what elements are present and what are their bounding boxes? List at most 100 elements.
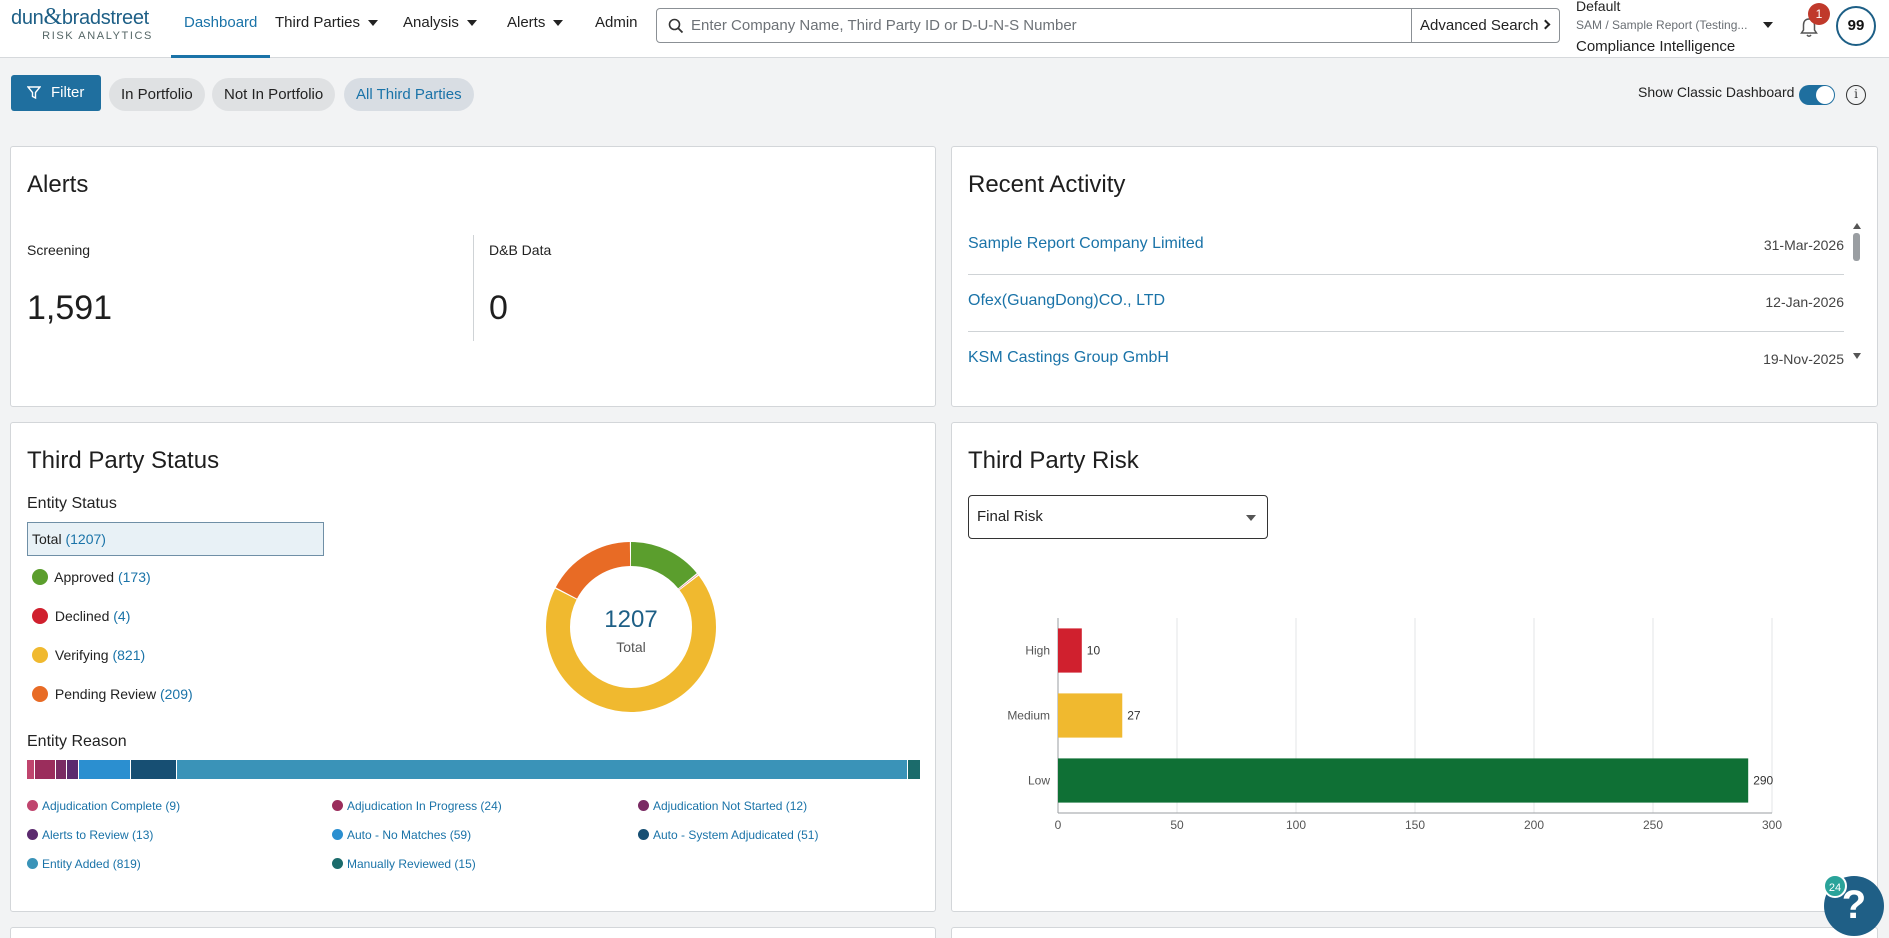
global-search: Advanced Search bbox=[656, 8, 1560, 43]
nav-admin[interactable]: Admin bbox=[595, 14, 638, 31]
advanced-search-button[interactable]: Advanced Search bbox=[1411, 9, 1559, 42]
scroll-up-arrow-icon[interactable] bbox=[1853, 223, 1861, 229]
donut-total-label: Total bbox=[616, 639, 646, 655]
risk-type-select[interactable]: Final Risk bbox=[968, 495, 1268, 539]
reason-legend-item[interactable]: Auto - System Adjudicated (51) bbox=[638, 828, 818, 842]
donut-total-value: 1207 bbox=[604, 606, 657, 633]
status-approved[interactable]: Approved (173) bbox=[32, 569, 151, 586]
user-avatar[interactable]: 99 bbox=[1836, 6, 1876, 46]
reason-segment-adjudication-not-started[interactable] bbox=[56, 760, 68, 779]
reason-segment-adjudication-in-progress[interactable] bbox=[35, 760, 57, 779]
context-line-1: Default bbox=[1576, 0, 1621, 14]
bar-low[interactable] bbox=[1058, 758, 1749, 803]
filter-button[interactable]: Filter bbox=[11, 75, 101, 111]
dnb-logo[interactable]: dun&bradstreet RISK ANALYTICS bbox=[11, 4, 161, 46]
legend-dot bbox=[332, 858, 343, 870]
reason-legend-item[interactable]: Adjudication In Progress (24) bbox=[332, 799, 502, 813]
scroll-down-arrow-icon[interactable] bbox=[1853, 353, 1861, 359]
activity-scrollbar[interactable] bbox=[1853, 223, 1861, 363]
reason-legend-item[interactable]: Alerts to Review (13) bbox=[27, 828, 153, 842]
scrollbar-thumb[interactable] bbox=[1853, 233, 1860, 261]
chevron-down-icon bbox=[1763, 22, 1773, 28]
status-donut-chart[interactable]: 1207 Total bbox=[531, 527, 731, 727]
nav-analysis[interactable]: Analysis bbox=[403, 0, 477, 58]
notification-badge: 1 bbox=[1808, 3, 1830, 25]
chevron-down-icon bbox=[368, 20, 379, 27]
top-navigation-bar: dun&bradstreet RISK ANALYTICS Dashboard … bbox=[0, 0, 1889, 58]
legend-dot bbox=[27, 800, 38, 812]
logo-wordmark: dun&bradstreet bbox=[11, 4, 149, 30]
x-tick-label: 150 bbox=[1405, 818, 1425, 832]
activity-row[interactable]: Sample Report Company Limited 31-Mar-202… bbox=[968, 218, 1844, 275]
chevron-right-icon bbox=[1540, 19, 1551, 30]
nav-alerts[interactable]: Alerts bbox=[507, 0, 564, 58]
status-pending-review[interactable]: Pending Review (209) bbox=[32, 686, 193, 703]
activity-company-link[interactable]: Sample Report Company Limited bbox=[968, 235, 1204, 252]
chevron-down-icon bbox=[1246, 515, 1256, 521]
alerts-card-title: Alerts bbox=[27, 171, 89, 198]
reason-segment-alerts-to-review[interactable] bbox=[67, 760, 79, 779]
legend-dot bbox=[638, 829, 649, 841]
legend-dot bbox=[27, 829, 38, 841]
activity-date: 12-Jan-2026 bbox=[1765, 294, 1844, 310]
screening-value[interactable]: 1,591 bbox=[27, 289, 113, 327]
x-tick-label: 0 bbox=[1055, 818, 1062, 832]
pill-not-in-portfolio[interactable]: Not In Portfolio bbox=[212, 78, 336, 111]
reason-segment-auto-system-adjudicated[interactable] bbox=[131, 760, 177, 779]
lower-card-right bbox=[951, 927, 1878, 938]
donut-segment-verifying[interactable] bbox=[546, 542, 716, 712]
activity-date: 19-Nov-2025 bbox=[1763, 351, 1844, 367]
nav-dashboard[interactable]: Dashboard bbox=[171, 0, 271, 58]
entity-status-heading: Entity Status bbox=[27, 495, 117, 512]
status-dot bbox=[32, 647, 48, 664]
legend-dot bbox=[332, 800, 343, 812]
dnb-data-value[interactable]: 0 bbox=[489, 289, 508, 327]
risk-card-title: Third Party Risk bbox=[968, 447, 1139, 474]
activity-date: 31-Mar-2026 bbox=[1763, 237, 1844, 253]
bar-value-label: 290 bbox=[1753, 774, 1773, 788]
activity-row[interactable]: KSM Castings Group GmbH 19-Nov-2025 bbox=[968, 332, 1844, 372]
reason-legend-item[interactable]: Adjudication Complete (9) bbox=[27, 799, 180, 813]
donut-segment-approved[interactable] bbox=[546, 542, 716, 712]
context-line-2: SAM / Sample Report (Testing... bbox=[1576, 18, 1748, 32]
logo-subtitle: RISK ANALYTICS bbox=[42, 30, 153, 42]
risk-bar-chart[interactable]: 0 50 100 150 200 250 300 High 10 Medium 27 Low 290 bbox=[968, 603, 1848, 853]
status-dot bbox=[32, 569, 48, 586]
reason-legend-item[interactable]: Entity Added (819) bbox=[27, 857, 141, 871]
reason-segment-entity-added[interactable] bbox=[176, 760, 908, 779]
reason-segment-auto-no-matches[interactable] bbox=[78, 760, 132, 779]
x-tick-label: 200 bbox=[1524, 818, 1544, 832]
third-party-status-card: Third Party Status Entity Status Total (… bbox=[10, 422, 936, 912]
nav-third-parties[interactable]: Third Parties bbox=[275, 0, 379, 58]
screening-label: Screening bbox=[27, 242, 91, 258]
activity-company-link[interactable]: Ofex(GuangDong)CO., LTD bbox=[968, 292, 1166, 309]
entity-reason-stacked-bar[interactable] bbox=[27, 760, 921, 779]
activity-company-link[interactable]: KSM Castings Group GmbH bbox=[968, 349, 1169, 366]
pill-in-portfolio[interactable]: In Portfolio bbox=[109, 78, 205, 111]
context-selector[interactable]: Default SAM / Sample Report (Testing... … bbox=[1576, 0, 1776, 58]
reason-legend-item[interactable]: Adjudication Not Started (12) bbox=[638, 799, 807, 813]
recent-activity-card: Recent Activity Sample Report Company Li… bbox=[951, 146, 1878, 407]
bar-value-label: 27 bbox=[1127, 709, 1141, 723]
classic-dashboard-toggle[interactable] bbox=[1799, 85, 1835, 105]
reason-legend-item[interactable]: Auto - No Matches (59) bbox=[332, 828, 471, 842]
status-dot bbox=[32, 686, 48, 703]
status-verifying[interactable]: Verifying (821) bbox=[32, 647, 145, 664]
bar-medium[interactable] bbox=[1058, 693, 1123, 738]
status-declined[interactable]: Declined (4) bbox=[32, 608, 130, 625]
lower-card-left bbox=[10, 927, 936, 938]
info-icon[interactable]: i bbox=[1846, 85, 1866, 105]
x-tick-label: 300 bbox=[1762, 818, 1782, 832]
activity-row[interactable]: Ofex(GuangDong)CO., LTD 12-Jan-2026 bbox=[968, 275, 1844, 332]
recent-activity-title: Recent Activity bbox=[968, 171, 1126, 198]
status-total-row[interactable]: Total (1207) bbox=[27, 522, 324, 556]
search-icon bbox=[668, 18, 684, 34]
pill-all-third-parties[interactable]: All Third Parties bbox=[344, 78, 474, 111]
x-tick-label: 250 bbox=[1643, 818, 1663, 832]
search-input[interactable] bbox=[691, 12, 1411, 39]
reason-segment-manually-reviewed[interactable] bbox=[907, 760, 921, 779]
reason-segment-adjudication-complete[interactable] bbox=[27, 760, 36, 779]
reason-legend-item[interactable]: Manually Reviewed (15) bbox=[332, 857, 476, 871]
bar-high[interactable] bbox=[1058, 628, 1082, 673]
metric-divider bbox=[473, 235, 474, 341]
